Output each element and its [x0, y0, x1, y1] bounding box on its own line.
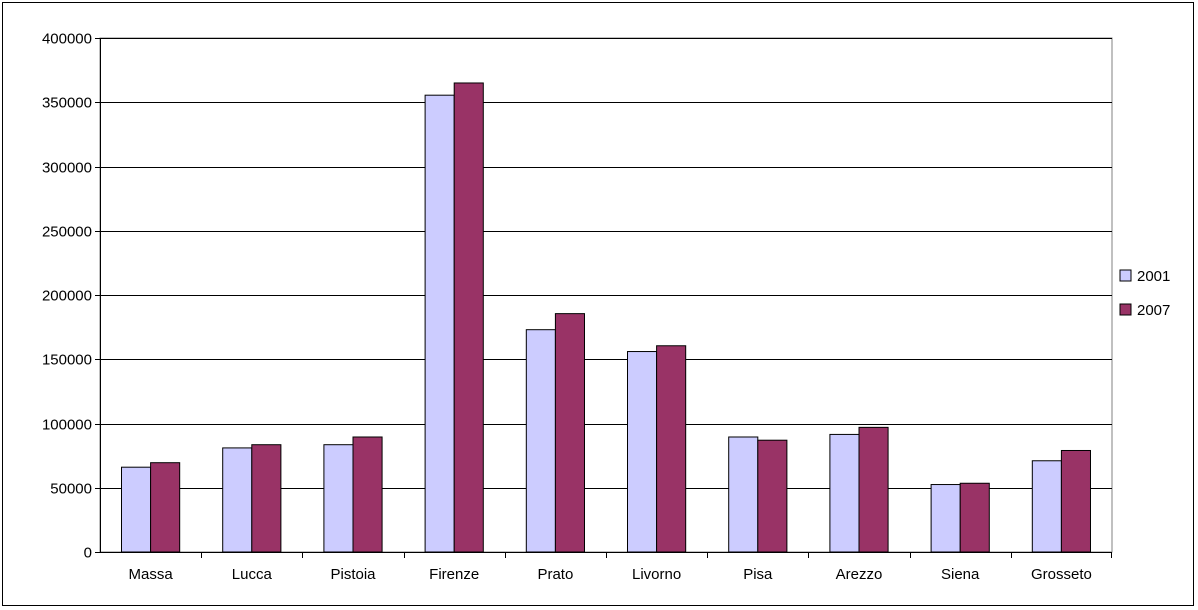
bar-2001-massa [121, 466, 152, 553]
bar-2001-siena [930, 484, 961, 553]
x-tick-label: Livorno [632, 566, 681, 583]
legend-label-2007: 2007 [1137, 302, 1170, 319]
legend-swatch-2007 [1119, 303, 1132, 316]
bar-2001-pisa [728, 436, 759, 553]
y-tick-label: 350000 [42, 95, 92, 112]
bar-2001-arezzo [829, 433, 860, 553]
x-tick-labels: Massa Lucca Pistoia Firenze Prato Livorno Pisa… [129, 566, 1092, 583]
y-tick-label: 50000 [50, 481, 92, 498]
bar-2001-prato [525, 329, 556, 553]
bars [121, 82, 1091, 553]
x-tick-label: Firenze [429, 566, 479, 583]
x-tick-label: Pistoia [330, 566, 376, 583]
bar-2007-arezzo [858, 426, 889, 553]
y-tick-label: 400000 [42, 31, 92, 48]
bar-2007-pistoia [352, 436, 383, 553]
x-tick-label: Prato [537, 566, 573, 583]
bar-2007-livorno [656, 345, 687, 553]
bar-2001-livorno [627, 351, 658, 553]
x-tick-label: Lucca [232, 566, 273, 583]
bar-2007-massa [150, 462, 181, 553]
y-tick-labels: 0 50000 100000 150000 200000 250000 300000 3500… [42, 31, 92, 562]
bar-2007-lucca [251, 444, 282, 553]
y-tick-label: 150000 [42, 352, 92, 369]
bar-2001-firenze [424, 94, 455, 553]
x-tick-label: Massa [129, 566, 174, 583]
bar-2001-pistoia [323, 444, 354, 553]
legend-label-2001: 2001 [1137, 268, 1170, 285]
x-tick-label: Pisa [743, 566, 773, 583]
x-tick-label: Grosseto [1031, 566, 1092, 583]
bar-2001-lucca [222, 447, 253, 553]
x-tick-label: Arezzo [836, 566, 883, 583]
y-tick-label: 250000 [42, 224, 92, 241]
bar-2007-pisa [757, 439, 788, 553]
y-tick-label: 0 [84, 545, 92, 562]
legend: 2001 2007 [1119, 268, 1170, 319]
legend-swatch-2001 [1119, 269, 1132, 282]
bar-2007-firenze [453, 82, 484, 553]
axes [95, 38, 1112, 558]
y-tick-label: 100000 [42, 417, 92, 434]
y-tick-label: 300000 [42, 160, 92, 177]
bar-2007-prato [554, 313, 585, 553]
x-tick-label: Siena [941, 566, 980, 583]
bar-2001-grosseto [1031, 460, 1062, 553]
bar-2007-siena [959, 482, 990, 553]
y-tick-label: 200000 [42, 288, 92, 305]
bar-2007-grosseto [1060, 449, 1091, 553]
